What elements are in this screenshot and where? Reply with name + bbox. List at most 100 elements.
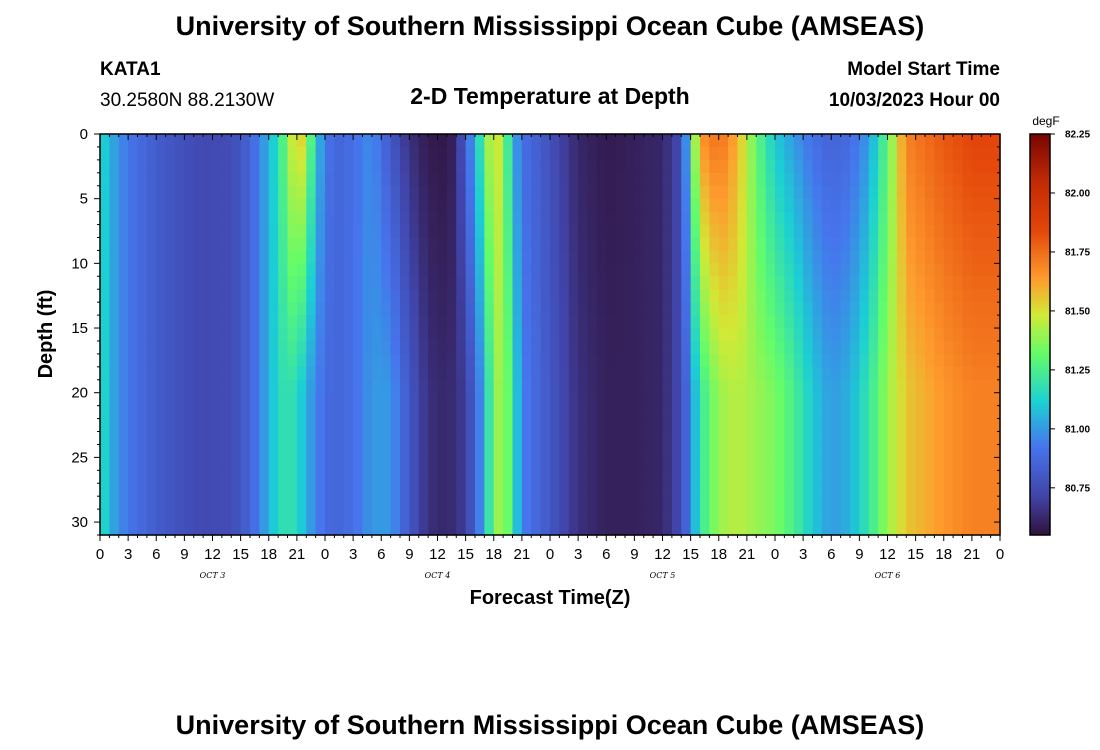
heatmap-cell — [362, 431, 373, 446]
heatmap-cell — [503, 328, 514, 342]
heatmap-cell — [559, 146, 570, 161]
heatmap-cell — [531, 431, 542, 446]
heatmap-cell — [643, 431, 654, 446]
heatmap-cell — [512, 444, 523, 458]
heatmap-cell — [840, 211, 851, 226]
heatmap-cell — [456, 302, 467, 316]
heatmap-cell — [643, 328, 654, 342]
heatmap-cell — [475, 172, 485, 187]
heatmap-cell — [231, 146, 242, 161]
heatmap-cell — [278, 315, 289, 329]
heatmap-cell — [325, 496, 335, 510]
heatmap-cell — [587, 379, 598, 394]
heatmap-cell — [381, 483, 392, 497]
heatmap-cell — [231, 340, 242, 355]
heatmap-cell — [343, 444, 354, 458]
heatmap-cell — [231, 444, 242, 458]
heatmap-cell — [278, 340, 289, 355]
heatmap-cell — [587, 302, 598, 316]
station-id: KATA1 — [100, 59, 161, 80]
heatmap-cell — [512, 198, 523, 213]
heatmap-cell — [962, 263, 973, 277]
heatmap-cell — [840, 224, 851, 239]
heatmap-cell — [343, 405, 354, 420]
heatmap-cell — [653, 302, 664, 316]
heatmap-cell — [475, 522, 485, 536]
heatmap-cell — [128, 405, 139, 420]
heatmap-cell — [990, 276, 1001, 290]
heatmap-cell — [896, 224, 907, 239]
heatmap-cell — [437, 405, 448, 420]
heatmap-cell — [418, 250, 429, 264]
heatmap-cell — [381, 431, 392, 446]
heatmap-cell — [559, 185, 570, 200]
heatmap-cell — [465, 237, 476, 252]
heatmap-cell — [962, 134, 973, 148]
heatmap-cell — [550, 328, 560, 342]
x-tick-label: 0 — [771, 546, 779, 563]
heatmap-cell — [971, 483, 982, 497]
heatmap-cell — [643, 418, 654, 433]
colorbar-tick-label: 82.00 — [1065, 188, 1090, 199]
heatmap-cell — [765, 224, 776, 239]
heatmap-cell — [540, 289, 551, 303]
heatmap-cell — [718, 198, 729, 213]
heatmap-cell — [184, 483, 195, 497]
heatmap-cell — [653, 353, 664, 368]
heatmap-cell — [737, 328, 748, 342]
heatmap-cell — [531, 263, 542, 277]
heatmap-cell — [184, 172, 195, 187]
heatmap-cell — [343, 509, 354, 523]
x-tick-label: 15 — [457, 546, 474, 563]
heatmap-cell — [418, 134, 429, 148]
heatmap-cell — [343, 328, 354, 342]
heatmap-cell — [587, 470, 598, 484]
heatmap-cell — [371, 134, 382, 148]
heatmap-cell — [568, 276, 579, 290]
heatmap-cell — [390, 172, 401, 187]
heatmap-cell — [531, 353, 542, 368]
heatmap-cell — [371, 159, 382, 174]
heatmap-cell — [437, 392, 448, 407]
heatmap-cell — [465, 302, 476, 316]
heatmap-cell — [250, 198, 260, 213]
heatmap-cell — [353, 366, 364, 381]
heatmap-cell — [578, 224, 589, 239]
heatmap-cell — [587, 509, 598, 523]
heatmap-cell — [981, 302, 992, 316]
heatmap-cell — [643, 509, 654, 523]
heatmap-cell — [418, 289, 429, 303]
heatmap-cell — [896, 146, 907, 161]
heatmap-cell — [306, 340, 317, 355]
heatmap-cell — [671, 211, 682, 226]
heatmap-cell — [381, 159, 392, 174]
heatmap-cell — [137, 224, 148, 239]
heatmap-cell — [812, 289, 823, 303]
heatmap-cell — [221, 340, 232, 355]
heatmap-cell — [953, 392, 964, 407]
heatmap-cell — [728, 509, 739, 523]
heatmap-cell — [690, 483, 701, 497]
heatmap-cell — [465, 172, 476, 187]
heatmap-cell — [465, 509, 476, 523]
heatmap-cell — [475, 159, 485, 174]
heatmap-cell — [887, 315, 898, 329]
heatmap-cell — [353, 172, 364, 187]
heatmap-cell — [371, 483, 382, 497]
heatmap-cell — [400, 198, 410, 213]
heatmap-cell — [165, 302, 176, 316]
heatmap-cell — [409, 457, 420, 471]
heatmap-cell — [250, 496, 260, 510]
heatmap-cell — [700, 224, 710, 239]
heatmap-cell — [681, 250, 692, 264]
heatmap-cell — [793, 224, 804, 239]
y-tick-label: 10 — [71, 255, 88, 272]
heatmap-cell — [606, 276, 617, 290]
heatmap-cell — [784, 457, 795, 471]
heatmap-cell — [512, 224, 523, 239]
heatmap-cell — [784, 198, 795, 213]
heatmap-cell — [203, 172, 214, 187]
heatmap-cell — [118, 250, 129, 264]
heatmap-cell — [484, 457, 495, 471]
heatmap-cell — [231, 366, 242, 381]
